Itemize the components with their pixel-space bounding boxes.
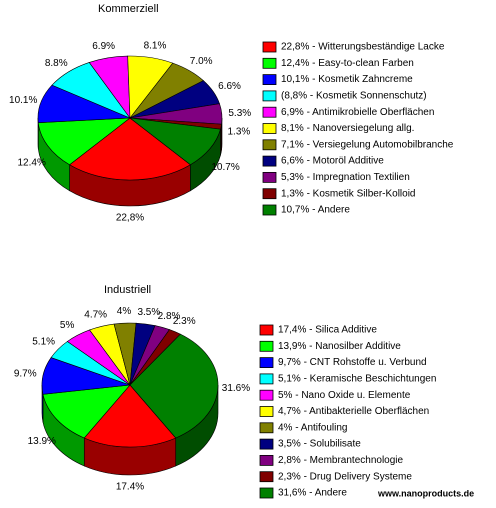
legend-swatch	[262, 171, 277, 183]
data-label: 22,8%	[116, 213, 144, 224]
legend-label: 22,8% - Witterungsbeständige Lacke	[281, 42, 445, 53]
data-label: 8.1%	[144, 41, 167, 52]
data-label: 31.6%	[222, 383, 250, 394]
legend-swatch	[262, 57, 277, 69]
legend-swatch	[262, 155, 277, 167]
data-label: 7.0%	[190, 56, 213, 67]
data-label: 9.7%	[14, 368, 37, 379]
legend-swatch	[262, 106, 277, 118]
legend-swatch	[259, 340, 274, 352]
footer: www.nanoproducts.de	[377, 488, 474, 498]
slice	[37, 117, 131, 166]
legend-label: (8,8% - Kosmetik Sonnenschutz)	[281, 91, 427, 102]
legend-swatch	[259, 357, 274, 369]
legend-label: 1,3% - Kosmetik Silber-Kolloid	[281, 188, 416, 199]
legend-label: 4,7% - Antibakterielle Oberflächen	[278, 406, 429, 417]
legend-label: 9,7% - CNT Rohstoffe u. Verbund	[278, 357, 427, 368]
chart-title: Industriell	[104, 284, 151, 296]
data-label: 3.5%	[137, 307, 160, 318]
chart-title: Kommerziell	[98, 3, 159, 15]
legend-label: 8,1% - Nanoversiegelung allg.	[281, 123, 414, 134]
slice	[69, 117, 191, 181]
legend-label: 2,3% - Drug Delivery Systeme	[278, 471, 412, 482]
data-label: 10.7%	[211, 162, 239, 173]
legend-label: 3,5% - Solubilisate	[278, 439, 361, 450]
data-label: 17.4%	[116, 482, 144, 493]
legend-label: 12,4% - Easy-to-clean Farben	[281, 58, 414, 69]
legend-swatch	[262, 139, 277, 151]
pie-tops	[37, 55, 223, 181]
legend-swatch	[259, 487, 274, 499]
legend-swatch	[259, 454, 274, 466]
legend-label: 5% - Nano Oxide u. Elemente	[278, 390, 411, 401]
legend-label: 6,6% - Motoröl Additive	[281, 156, 384, 167]
legend-swatch	[259, 324, 274, 336]
data-label: 13.9%	[28, 436, 56, 447]
legend-label: 4% - Antifouling	[278, 422, 348, 433]
data-label: 6.6%	[218, 81, 241, 92]
legend-label: 31,6% - Andere	[278, 488, 347, 499]
legend-swatch	[259, 406, 274, 417]
legend-swatch	[262, 41, 277, 53]
legend-swatch	[259, 389, 274, 401]
legend-label: 10,1% - Kosmetik Zahncreme	[281, 74, 413, 85]
legend-label: 17,4% - Silica Additive	[278, 325, 377, 336]
legend-swatch	[262, 188, 277, 200]
legend-label: 5,3% - Impregnation Textilien	[281, 172, 410, 183]
data-label: 4.7%	[84, 310, 107, 321]
data-label: 5%	[60, 320, 75, 331]
data-label: 2.8%	[158, 311, 181, 322]
legend-label: 6,9% - Antimikrobielle Oberflächen	[281, 107, 434, 118]
legend-swatch	[259, 438, 274, 450]
legend-swatch	[262, 204, 277, 216]
legend-label: 7,1% - Versiegelung Automobilbranche	[281, 139, 454, 150]
legend-swatch	[262, 74, 277, 85]
legend-swatch	[262, 123, 277, 134]
data-label: 6.9%	[92, 41, 115, 52]
pie-tops	[41, 322, 219, 448]
legend-swatch	[262, 90, 277, 102]
data-label: 1.3%	[228, 127, 251, 138]
data-label: 2.3%	[173, 316, 196, 327]
legend-label: 10,7% - Andere	[281, 205, 350, 216]
slice	[128, 117, 221, 166]
data-label: 10.1%	[9, 95, 37, 106]
legend-label: 2,8% - Membrantechnologie	[278, 455, 404, 466]
legend-swatch	[259, 373, 274, 385]
data-label: 5.1%	[32, 337, 55, 348]
slice	[129, 333, 219, 439]
legend-label: 5,1% - Keramische Beschichtungen	[278, 374, 436, 385]
slice	[42, 384, 131, 439]
data-label: 12.4%	[17, 157, 45, 168]
legend-label: 13,9% - Nanosilber Additive	[278, 341, 401, 352]
slice	[83, 384, 177, 448]
legend-swatch	[259, 422, 274, 434]
legend-swatch	[259, 471, 274, 483]
data-label: 5.3%	[228, 108, 251, 119]
data-label: 8.8%	[45, 58, 68, 69]
data-label: 4%	[117, 306, 132, 317]
